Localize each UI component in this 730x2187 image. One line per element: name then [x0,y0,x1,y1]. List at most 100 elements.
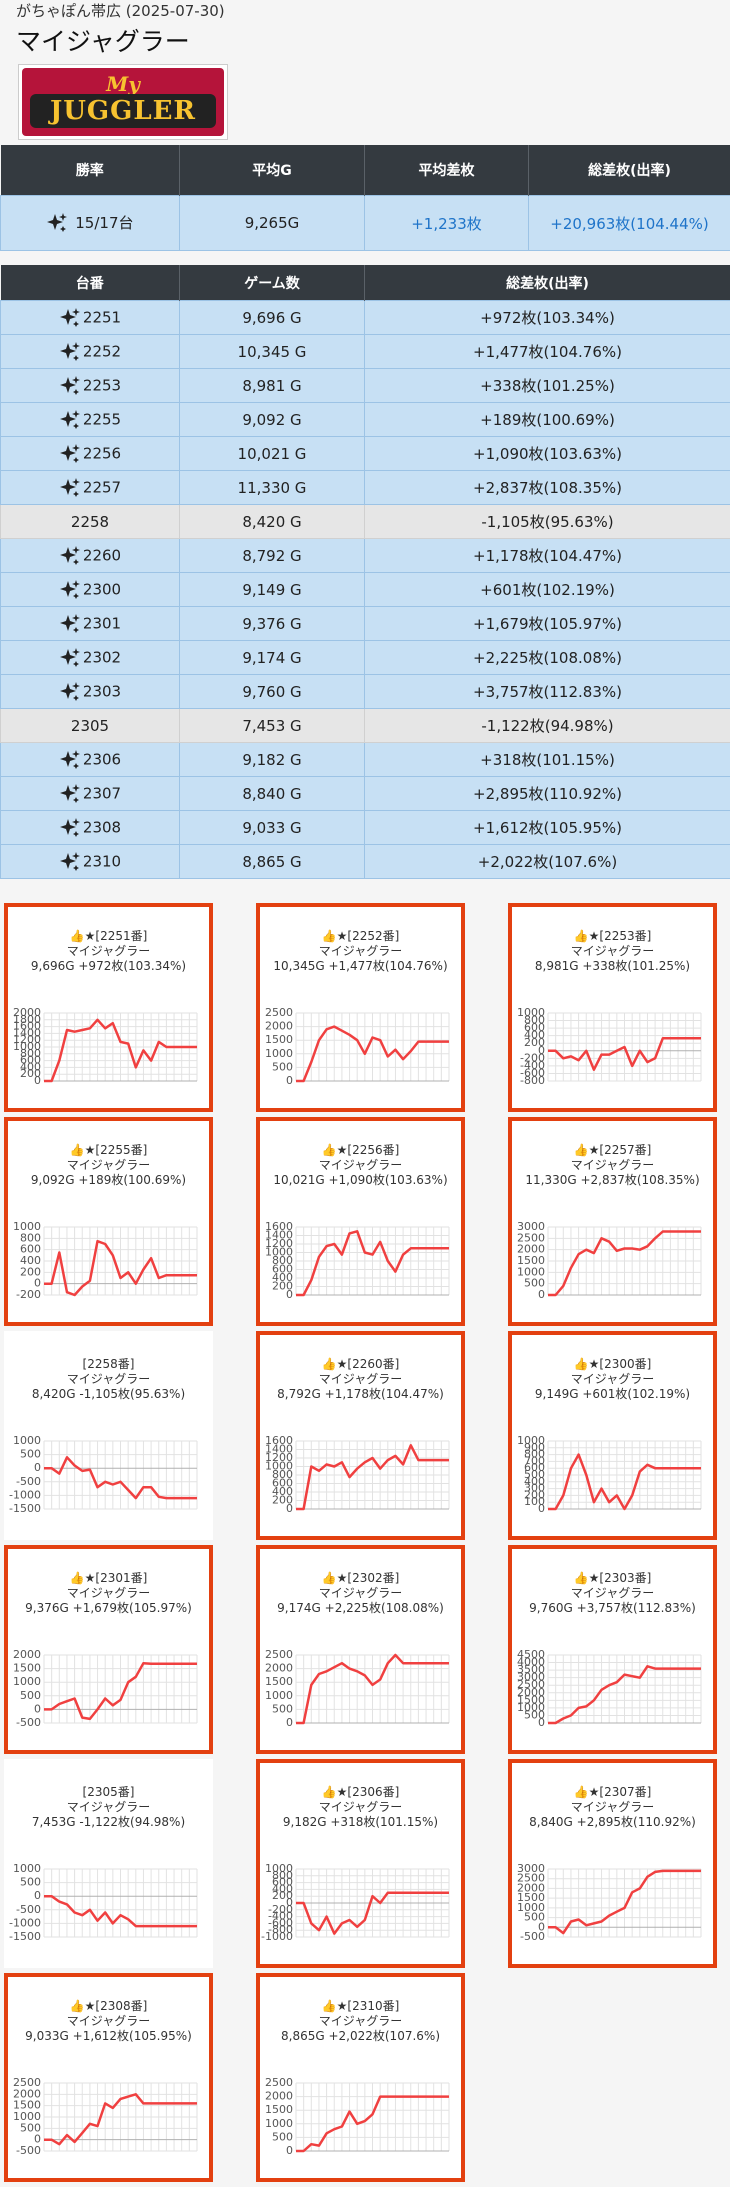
y-tick-label: 2000 [13,2087,41,2100]
total-diff: -1,105枚(95.63%) [364,504,730,539]
game-count: 10,021 G [179,436,365,471]
machine-chart-card[interactable]: 👍★[2251番] マイジャグラー 9,696G +972枚(103.34%) 200… [4,903,213,1112]
y-tick-label: 1500 [517,1693,545,1706]
y-tick-label: 800 [20,1231,41,1244]
summary-header-avg-diff: 平均差枚 [364,145,529,196]
chart-subtitle: マイジャグラー [318,1158,403,1172]
machine-chart-card[interactable]: 👍★[2303番] マイジャグラー 9,760G +3,757枚(112.83%) 4… [508,1545,717,1754]
y-tick-label: 0 [286,1896,293,1909]
series-line [44,1894,197,1928]
machine-chart-card[interactable]: 👍★[2257番] マイジャグラー 11,330G +2,837枚(108.35%)… [508,1117,717,1326]
y-tick-label: 1000 [13,1862,41,1875]
game-count: 9,182 G [179,742,365,777]
y-tick-label: 1200 [265,1237,293,1250]
table-row: 2301 9,376 G +1,679枚(105.97%) [0,606,730,641]
chart-title-block: 👍★[2303番] マイジャグラー 9,760G +3,757枚(112.83%) [512,1571,713,1616]
y-tick-label: 500 [524,1468,545,1481]
y-tick-label: 0 [286,1716,293,1729]
table-row: 2258 8,420 G -1,105枚(95.63%) [0,504,730,539]
series-line [296,1025,449,1083]
machine-chart-card[interactable]: [2305番] マイジャグラー 7,453G -1,122枚(94.98%) 1000… [4,1759,213,1968]
y-tick-label: 2500 [517,1678,545,1691]
y-tick-label: 1000 [265,1246,293,1259]
y-tick-label: 3000 [517,1862,545,1875]
table-row: 2306 9,182 G +318枚(101.15%) [0,742,730,777]
summary-table: 勝率 平均G 平均差枚 総差枚(出率) 15/17台 9,265G +1,233… [0,145,730,251]
chart-subtitle: マイジャグラー [318,1586,403,1600]
sparkle-icon [59,307,80,327]
chart-title: 👍★[2252番] [321,929,400,943]
total-diff: +1,612枚(105.95%) [364,810,730,845]
summary-header-avg-games: 平均G [179,145,365,196]
chart-title: [2258番] [82,1357,135,1371]
chart-caption: 9,033G +1,612枚(105.95%) [25,2029,192,2043]
chart-subtitle: マイジャグラー [318,1372,403,1386]
sparkle-icon [59,647,80,667]
machine-chart-card[interactable]: 👍★[2301番] マイジャグラー 9,376G +1,679枚(105.97%) 2… [4,1545,213,1754]
chart-title-block: 👍★[2255番] マイジャグラー 9,092G +189枚(100.69%) [8,1143,209,1188]
machine-chart-card[interactable]: 👍★[2307番] マイジャグラー 8,840G +2,895枚(110.92%) 3… [508,1759,717,1968]
y-tick-label: 1400 [265,1443,293,1456]
y-tick-label: 0 [538,1502,545,1515]
summary-header-winrate: 勝率 [0,145,180,196]
y-tick-label: 0 [34,1461,41,1474]
y-tick-label: 1400 [265,1229,293,1242]
total-diff: +1,477枚(104.76%) [364,334,730,369]
y-tick-label: -1000 [9,1488,41,1501]
y-tick-label: 100 [524,1495,545,1508]
series-line [44,1239,197,1297]
y-tick-label: 2500 [517,1231,545,1244]
y-tick-label: 2500 [265,1006,293,1019]
chart-caption: 9,149G +601枚(102.19%) [534,1387,691,1401]
machine-chart-card[interactable]: 👍★[2300番] マイジャグラー 9,149G +601枚(102.19%) 100… [508,1331,717,1540]
y-tick-label: 2500 [517,1872,545,1885]
game-count: 11,330 G [179,470,365,505]
y-tick-label: 1000 [517,1901,545,1914]
machine-chart-card[interactable]: [2258番] マイジャグラー 8,420G -1,105枚(95.63%) 1000… [4,1331,213,1540]
chart-title-block: 👍★[2310番] マイジャグラー 8,865G +2,022枚(107.6%) [260,1999,461,2044]
machine-number: 2303 [0,674,180,709]
machine-chart-card[interactable]: 👍★[2255番] マイジャグラー 9,092G +189枚(100.69%) 100… [4,1117,213,1326]
page-title: マイジャグラー [16,27,190,56]
table-row: 2303 9,760 G +3,757枚(112.83%) [0,674,730,709]
machine-number: 2306 [0,742,180,777]
y-tick-label: 800 [524,1448,545,1461]
machine-chart-card[interactable]: 👍★[2308番] マイジャグラー 9,033G +1,612枚(105.95%) 2… [4,1973,213,2182]
machine-number-text: 2310 [82,852,122,870]
y-tick-label: 0 [34,2133,41,2146]
series-line [548,1037,701,1071]
series-line [44,1661,197,1721]
machine-chart-card[interactable]: 👍★[2252番] マイジャグラー 10,345G +1,477枚(104.76%)… [256,903,465,1112]
chart-caption: 8,865G +2,022枚(107.6%) [281,2029,440,2043]
total-diff: +2,225枚(108.08%) [364,640,730,675]
series-line [548,1230,701,1297]
series-line [548,1453,701,1511]
y-tick-label: 4500 [517,1648,545,1661]
machine-chart-card[interactable]: 👍★[2306番] マイジャグラー 9,182G +318枚(101.15%) 100… [256,1759,465,1968]
total-diff: -1,122枚(94.98%) [364,708,730,743]
machine-number-text: 2251 [82,308,122,326]
sparkle-icon [59,545,80,565]
table-row: 2252 10,345 G +1,477枚(104.76%) [0,334,730,369]
machine-chart-card[interactable]: 👍★[2256番] マイジャグラー 10,021G +1,090枚(103.63%)… [256,1117,465,1326]
chart-caption: 9,174G +2,225枚(108.08%) [277,1601,444,1615]
machine-number-text: 2307 [82,784,122,802]
machine-number-text: 2300 [82,580,122,598]
y-tick-label: 2000 [265,2090,293,2103]
machine-number: 2251 [0,300,180,335]
machine-chart-card[interactable]: 👍★[2253番] マイジャグラー 8,981G +338枚(101.25%) 100… [508,903,717,1112]
machine-chart-card[interactable]: 👍★[2260番] マイジャグラー 8,792G +1,178枚(104.47%) 1… [256,1331,465,1540]
table-row: 2251 9,696 G +972枚(103.34%) [0,300,730,335]
total-diff: +3,757枚(112.83%) [364,674,730,709]
y-tick-label: 2000 [517,1881,545,1894]
chart-subtitle: マイジャグラー [570,944,655,958]
machine-chart-card[interactable]: 👍★[2310番] マイジャグラー 8,865G +2,022枚(107.6%) 25… [256,1973,465,2182]
sparkle-icon [59,579,80,599]
table-header-games: ゲーム数 [179,265,365,301]
y-tick-label: 0 [286,1288,293,1301]
sparkle-icon [59,341,80,361]
chart-subtitle: マイジャグラー [66,1586,151,1600]
y-tick-label: 400 [20,1060,41,1073]
machine-chart-card[interactable]: 👍★[2302番] マイジャグラー 9,174G +2,225枚(108.08%) 2… [256,1545,465,1754]
